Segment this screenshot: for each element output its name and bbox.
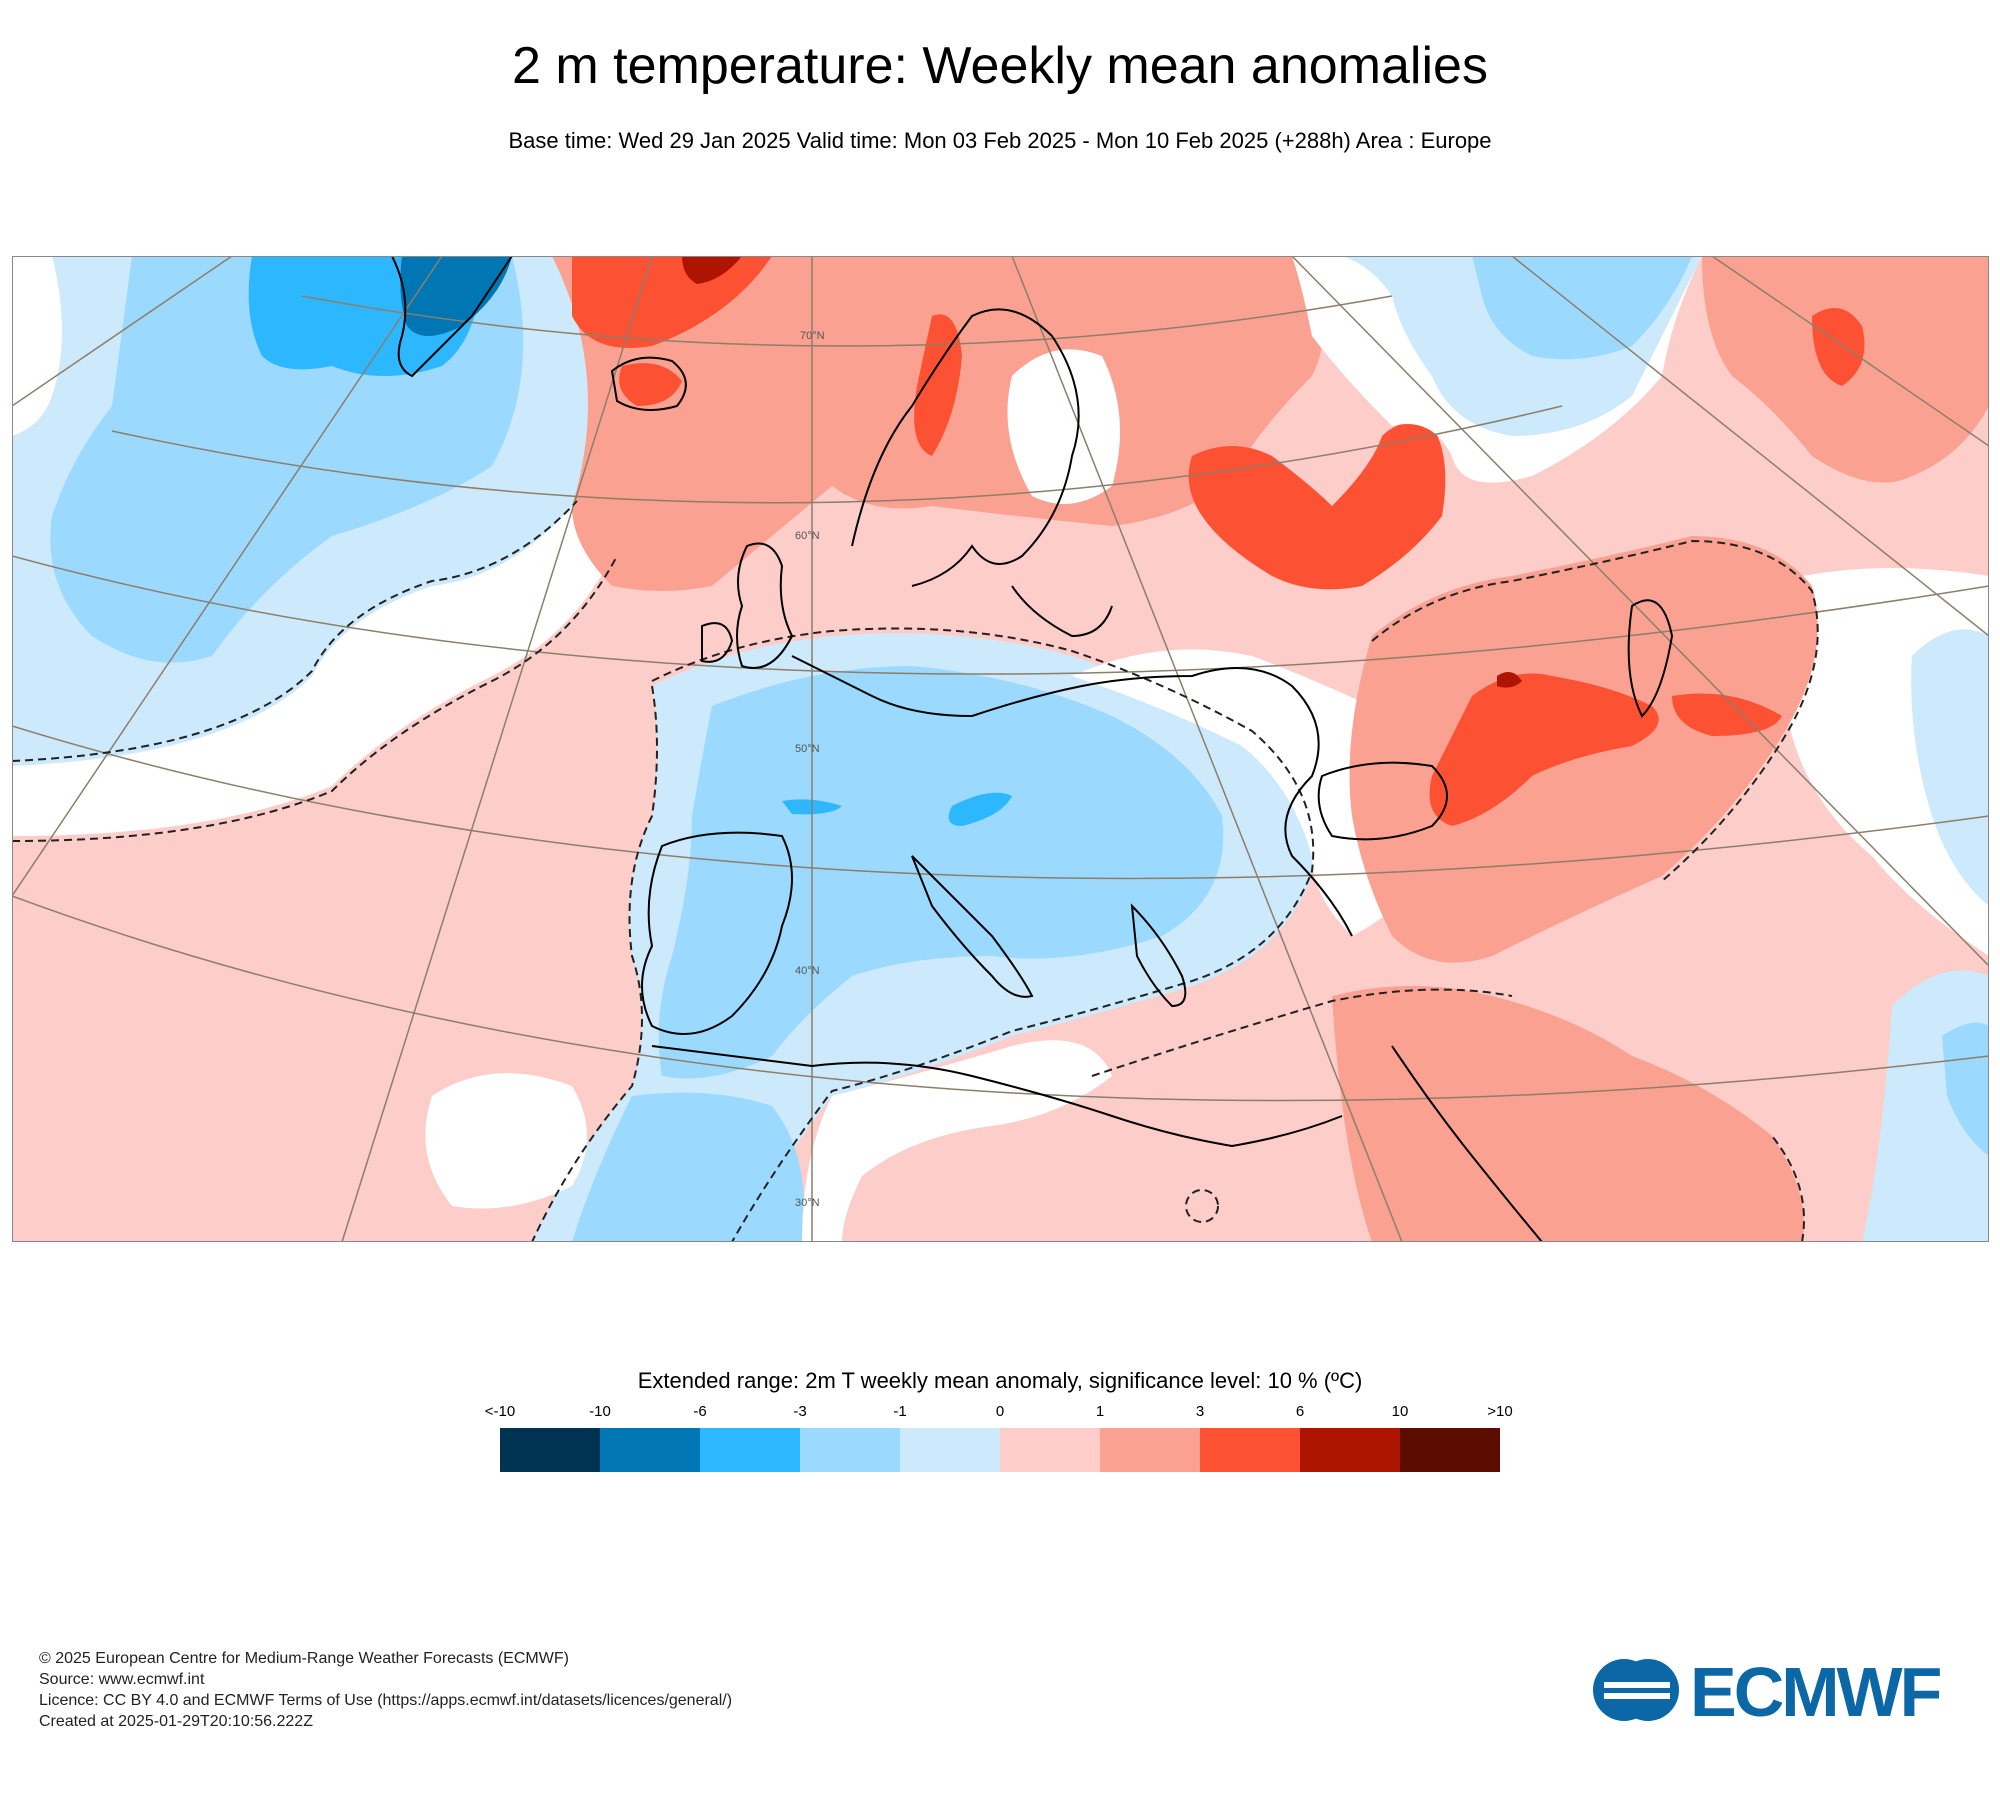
latitude-line [301, 295, 1393, 347]
coastline-europe [791, 655, 1353, 937]
coastline-italy [911, 855, 1034, 998]
significance-contour [531, 685, 658, 1242]
anomaly-region [682, 256, 742, 284]
footer: © 2025 European Centre for Medium-Range … [39, 1648, 732, 1732]
significance-contour [12, 500, 578, 762]
ecmwf-logo: ECMWF [1590, 1653, 1965, 1731]
footer-licence: Licence: CC BY 4.0 and ECMWF Terms of Us… [39, 1692, 733, 1709]
significance-contour [1771, 1135, 1805, 1242]
significance-contour [651, 627, 1315, 1242]
coastline-scandinavia [851, 308, 1080, 587]
colorbar-swatch [1400, 1428, 1500, 1472]
anomaly-region [1472, 256, 1692, 360]
graticule-lines [12, 256, 1989, 1242]
anomaly-region [1188, 422, 1446, 590]
colorbar-tick-label: 1 [1095, 1403, 1105, 1420]
longitude-line [1291, 256, 1989, 967]
footer-source: Source: www.ecmwf.int [39, 1671, 205, 1688]
anomaly-region [619, 363, 682, 406]
anomaly-region [1942, 1022, 1989, 1156]
coastline-north-africa [651, 1045, 1343, 1148]
longitude-line [1711, 256, 1989, 447]
anomaly-region [1672, 693, 1782, 736]
colorbar-tick-label: -3 [793, 1403, 807, 1420]
anomaly-region [1911, 629, 1989, 906]
coastline-greenland [391, 256, 513, 378]
coastline-red-sea [1391, 1045, 1543, 1242]
coastline-greece [1130, 903, 1187, 1008]
coastline-iceland [610, 356, 687, 411]
significance-contours [12, 500, 1819, 1242]
latitude-line [12, 895, 1989, 1102]
anomaly-region [802, 1040, 1112, 1242]
colorbar-tick-label: >10 [1487, 1403, 1513, 1420]
significance-contour [1185, 1189, 1219, 1223]
chart-subtitle: Base time: Wed 29 Jan 2025 Valid time: M… [508, 128, 1492, 153]
anomaly-region [1812, 308, 1865, 386]
ecmwf-logo-mark [1593, 1659, 1679, 1721]
colorbar-swatch [600, 1428, 700, 1472]
colorbar-tick-label: 6 [1295, 1403, 1305, 1420]
map-frame [12, 256, 1989, 1242]
longitude-line [12, 256, 443, 897]
anomaly-region [572, 1092, 804, 1242]
anomaly-region [572, 256, 772, 348]
longitude-line [12, 256, 233, 407]
lat-label-50: 50°N [795, 743, 820, 755]
anomaly-region [12, 506, 612, 836]
lat-label-70: 70°N [800, 330, 825, 342]
latitude-line [111, 405, 1563, 504]
anomaly-region [658, 666, 1224, 1079]
colorbar-tick-label: 0 [995, 1403, 1005, 1420]
coastline-baltic [1011, 585, 1113, 638]
colorbar-swatch [1100, 1428, 1200, 1472]
coastline-caspian [1627, 599, 1674, 718]
longitude-line [1511, 256, 1989, 637]
colorbar-swatch [800, 1428, 900, 1472]
colorbar-tick-label: -6 [693, 1403, 707, 1420]
coastline-ireland [701, 622, 734, 663]
colorbar-swatch [1000, 1428, 1100, 1472]
significance-contour [1091, 988, 1513, 1077]
colorbar-swatch [1200, 1428, 1300, 1472]
latitude-line [12, 725, 1989, 880]
anomaly-region [1007, 349, 1120, 504]
significance-contour [12, 555, 618, 842]
colorbar-swatch [700, 1428, 800, 1472]
colorbar-swatch [1300, 1428, 1400, 1472]
longitude-line [341, 256, 653, 1242]
coastline-black-sea [1317, 761, 1448, 841]
legend-title: Extended range: 2m T weekly mean anomaly… [637, 1368, 1363, 1393]
temperature-anomaly-map: 70°N 60°N 50°N 40°N 30°N [12, 256, 1989, 1242]
colorbar-swatch [500, 1428, 600, 1472]
coastlines [391, 256, 1674, 1242]
lat-label-30: 30°N [795, 1197, 820, 1209]
colorbar-tick-label: 3 [1195, 1403, 1205, 1420]
footer-created: Created at 2025-01-29T20:10:56.222Z [39, 1713, 313, 1730]
coastline-british-isles [736, 542, 794, 669]
chart-title: 2 m temperature: Weekly mean anomalies [512, 37, 1488, 95]
colorbar-swatch [900, 1428, 1000, 1472]
anomaly-region [914, 314, 962, 456]
anomaly-region [1497, 672, 1522, 688]
colorbar-tick-label: <-10 [484, 1403, 516, 1420]
anomaly-region [425, 1073, 587, 1209]
colorbar-tick-label: -1 [893, 1403, 907, 1420]
colorbar-tick-label: 10 [1391, 1403, 1409, 1420]
anomaly-region [1332, 986, 1804, 1242]
lat-label-40: 40°N [795, 965, 820, 977]
footer-copyright: © 2025 European Centre for Medium-Range … [39, 1650, 569, 1667]
anomaly-region [1429, 673, 1659, 826]
coastline-iberia [641, 831, 793, 1035]
anomaly-region [948, 792, 1012, 826]
lat-label-60: 60°N [795, 530, 820, 542]
colorbar-tick-label: -10 [589, 1403, 611, 1420]
significance-contour [1371, 539, 1819, 882]
latitude-line [12, 555, 1989, 675]
anomaly-region [12, 256, 62, 436]
longitude-line [1011, 256, 1403, 1242]
colorbar [500, 1428, 1500, 1472]
ecmwf-logo-text: ECMWF [1690, 1656, 1941, 1724]
